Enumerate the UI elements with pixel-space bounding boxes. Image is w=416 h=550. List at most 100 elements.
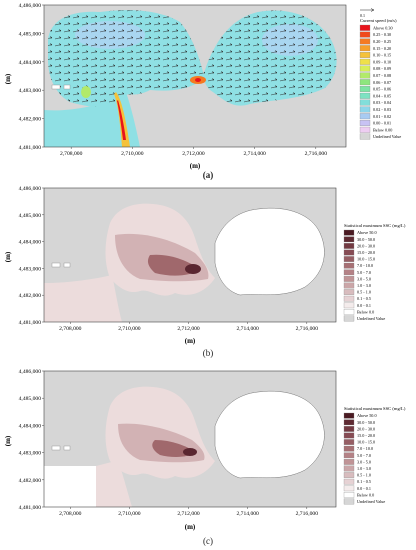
legend-entry: 1.0 - 3.0 — [357, 283, 371, 288]
y-axis: 4,486,000 4,485,000 4,484,000 4,483,000 4,48… — [19, 369, 44, 511]
legend-swatch — [359, 126, 371, 133]
legend-swatch — [343, 498, 355, 505]
speed-patch — [81, 86, 91, 98]
legend-swatch — [343, 269, 355, 276]
legend: Statistical maximum SSC (mg/L) Above 50.0… — [343, 223, 406, 322]
legend-title: Statistical maximum SSC (mg/L) — [344, 406, 406, 411]
legend-swatch — [343, 315, 355, 322]
legend-swatch — [359, 92, 371, 99]
legend-entry: 10.0 - 15.0 — [357, 257, 375, 262]
legend-swatch — [359, 106, 371, 113]
legend-swatch — [343, 452, 355, 459]
legend-swatch — [343, 426, 355, 432]
legend-entry: 0.1 - 0.5 — [357, 479, 371, 484]
legend-entry: 0.06 - 0.07 — [373, 80, 391, 85]
legend-swatch — [343, 302, 355, 309]
map-frame — [43, 370, 337, 508]
x-tick-label: 2,710,000 — [118, 326, 141, 332]
legend-swatch — [359, 52, 371, 58]
x-tick-label: 2,716,000 — [296, 326, 319, 332]
legend-swatch — [343, 295, 355, 302]
legend-swatch — [343, 229, 355, 236]
legend-entry: 0.01 - 0.02 — [373, 114, 391, 119]
x-axis-label: (m) — [185, 337, 196, 345]
map-frame — [43, 4, 347, 148]
panel-a-label: (a) — [202, 170, 214, 180]
legend-entry: 0.08 - 0.09 — [373, 66, 391, 71]
legend-entry: 0.07 - 0.08 — [373, 73, 391, 78]
legend-swatch — [359, 65, 371, 72]
legend-swatch — [343, 256, 355, 262]
legend-swatch — [343, 262, 355, 269]
eastern-lagoon — [214, 390, 325, 479]
pier — [63, 84, 71, 90]
panel-c-label: (c) — [203, 536, 213, 546]
legend-swatch — [359, 120, 371, 126]
x-tick-label: 2,714,000 — [236, 326, 259, 332]
legend-swatch — [343, 432, 355, 439]
y-tick-label: 4,484,000 — [19, 423, 42, 429]
x-tick-label: 2,714,000 — [236, 511, 259, 517]
y-tick-label: 4,482,000 — [19, 293, 42, 299]
legend-entry: 7.0 - 10.0 — [357, 263, 373, 268]
open-water — [44, 466, 96, 507]
legend-entry: 0.5 - 1.0 — [357, 290, 371, 295]
y-tick-label: 4,486,000 — [19, 3, 42, 9]
legend-entry: 5.0 - 7.0 — [357, 270, 371, 275]
legend-entry: Undefined Value — [357, 499, 385, 504]
eastern-lagoon — [214, 207, 325, 296]
x-tick-label: 2,708,000 — [59, 511, 82, 517]
map-frame — [43, 187, 337, 323]
x-tick-label: 2,708,000 — [60, 151, 83, 157]
y-tick-label: 4,483,000 — [19, 88, 42, 94]
y-tick-label: 4,485,000 — [19, 213, 42, 219]
legend-swatch — [359, 113, 371, 120]
legend-entry: 0.10 - 0.15 — [373, 53, 391, 58]
legend-title: Statistical maximum SSC (mg/L) — [344, 223, 406, 228]
y-tick-label: 4,483,000 — [19, 266, 42, 272]
y-tick-label: 4,484,000 — [19, 60, 42, 66]
legend-swatch — [343, 465, 355, 472]
legend-title: Current speed (m/s) — [360, 18, 397, 23]
x-tick-label: 2,714,000 — [243, 151, 266, 157]
legend-swatch — [343, 249, 355, 256]
pier — [51, 445, 61, 451]
ssc-map-c: 4,486,000 4,485,000 4,484,000 4,483,000 4,48… — [4, 369, 406, 531]
x-tick-label: 2,712,000 — [177, 511, 200, 517]
legend-entry: 30.0 - 50.0 — [357, 237, 375, 242]
legend-swatch — [359, 133, 371, 140]
pier — [51, 84, 61, 90]
legend-entry: 20.0 - 30.0 — [357, 426, 375, 431]
y-axis-label: (m) — [4, 73, 12, 84]
x-axis: 2,708,000 2,710,000 2,712,000 2,714,000 2,71… — [60, 147, 327, 157]
legend-swatch — [343, 472, 355, 478]
x-axis: 2,708,000 2,710,000 2,712,000 2,714,000 2,71… — [59, 507, 318, 517]
x-axis-label: (m) — [190, 162, 201, 170]
legend-entry: Undefined Value — [357, 316, 385, 321]
legend-entry: Above 50.0 — [357, 230, 377, 235]
y-axis-label: (m) — [4, 251, 12, 262]
y-axis: 4,486,000 4,485,000 4,484,000 4,483,000 4,48… — [19, 3, 44, 151]
legend-swatch — [343, 439, 355, 445]
legend-entry: 15.0 - 20.0 — [357, 250, 375, 255]
legend-swatch — [359, 31, 371, 38]
legend-entry: 1.0 - 3.0 — [357, 466, 371, 471]
velocity-vectors — [48, 10, 205, 107]
legend-swatch — [359, 58, 371, 65]
legend-entry: 0.04 - 0.05 — [373, 93, 391, 98]
southern-channel — [96, 460, 132, 507]
pier — [51, 262, 61, 268]
legend-entry: 0.25 - 0.30 — [373, 32, 391, 37]
x-tick-label: 2,710,000 — [121, 151, 144, 157]
legend-entry: Below 0.00 — [373, 127, 392, 132]
x-tick-label: 2,716,000 — [305, 151, 328, 157]
southern-channel — [44, 275, 122, 322]
legend-entry: 0.5 - 1.0 — [357, 473, 371, 478]
pier — [63, 445, 71, 451]
legend-entry: Above 50.0 — [357, 413, 377, 418]
legend-swatch — [359, 24, 371, 31]
legend-swatch — [343, 282, 355, 289]
y-axis-label: (m) — [4, 435, 12, 446]
x-tick-label: 2,708,000 — [59, 326, 82, 332]
scale-value: 0.1 — [360, 13, 365, 18]
